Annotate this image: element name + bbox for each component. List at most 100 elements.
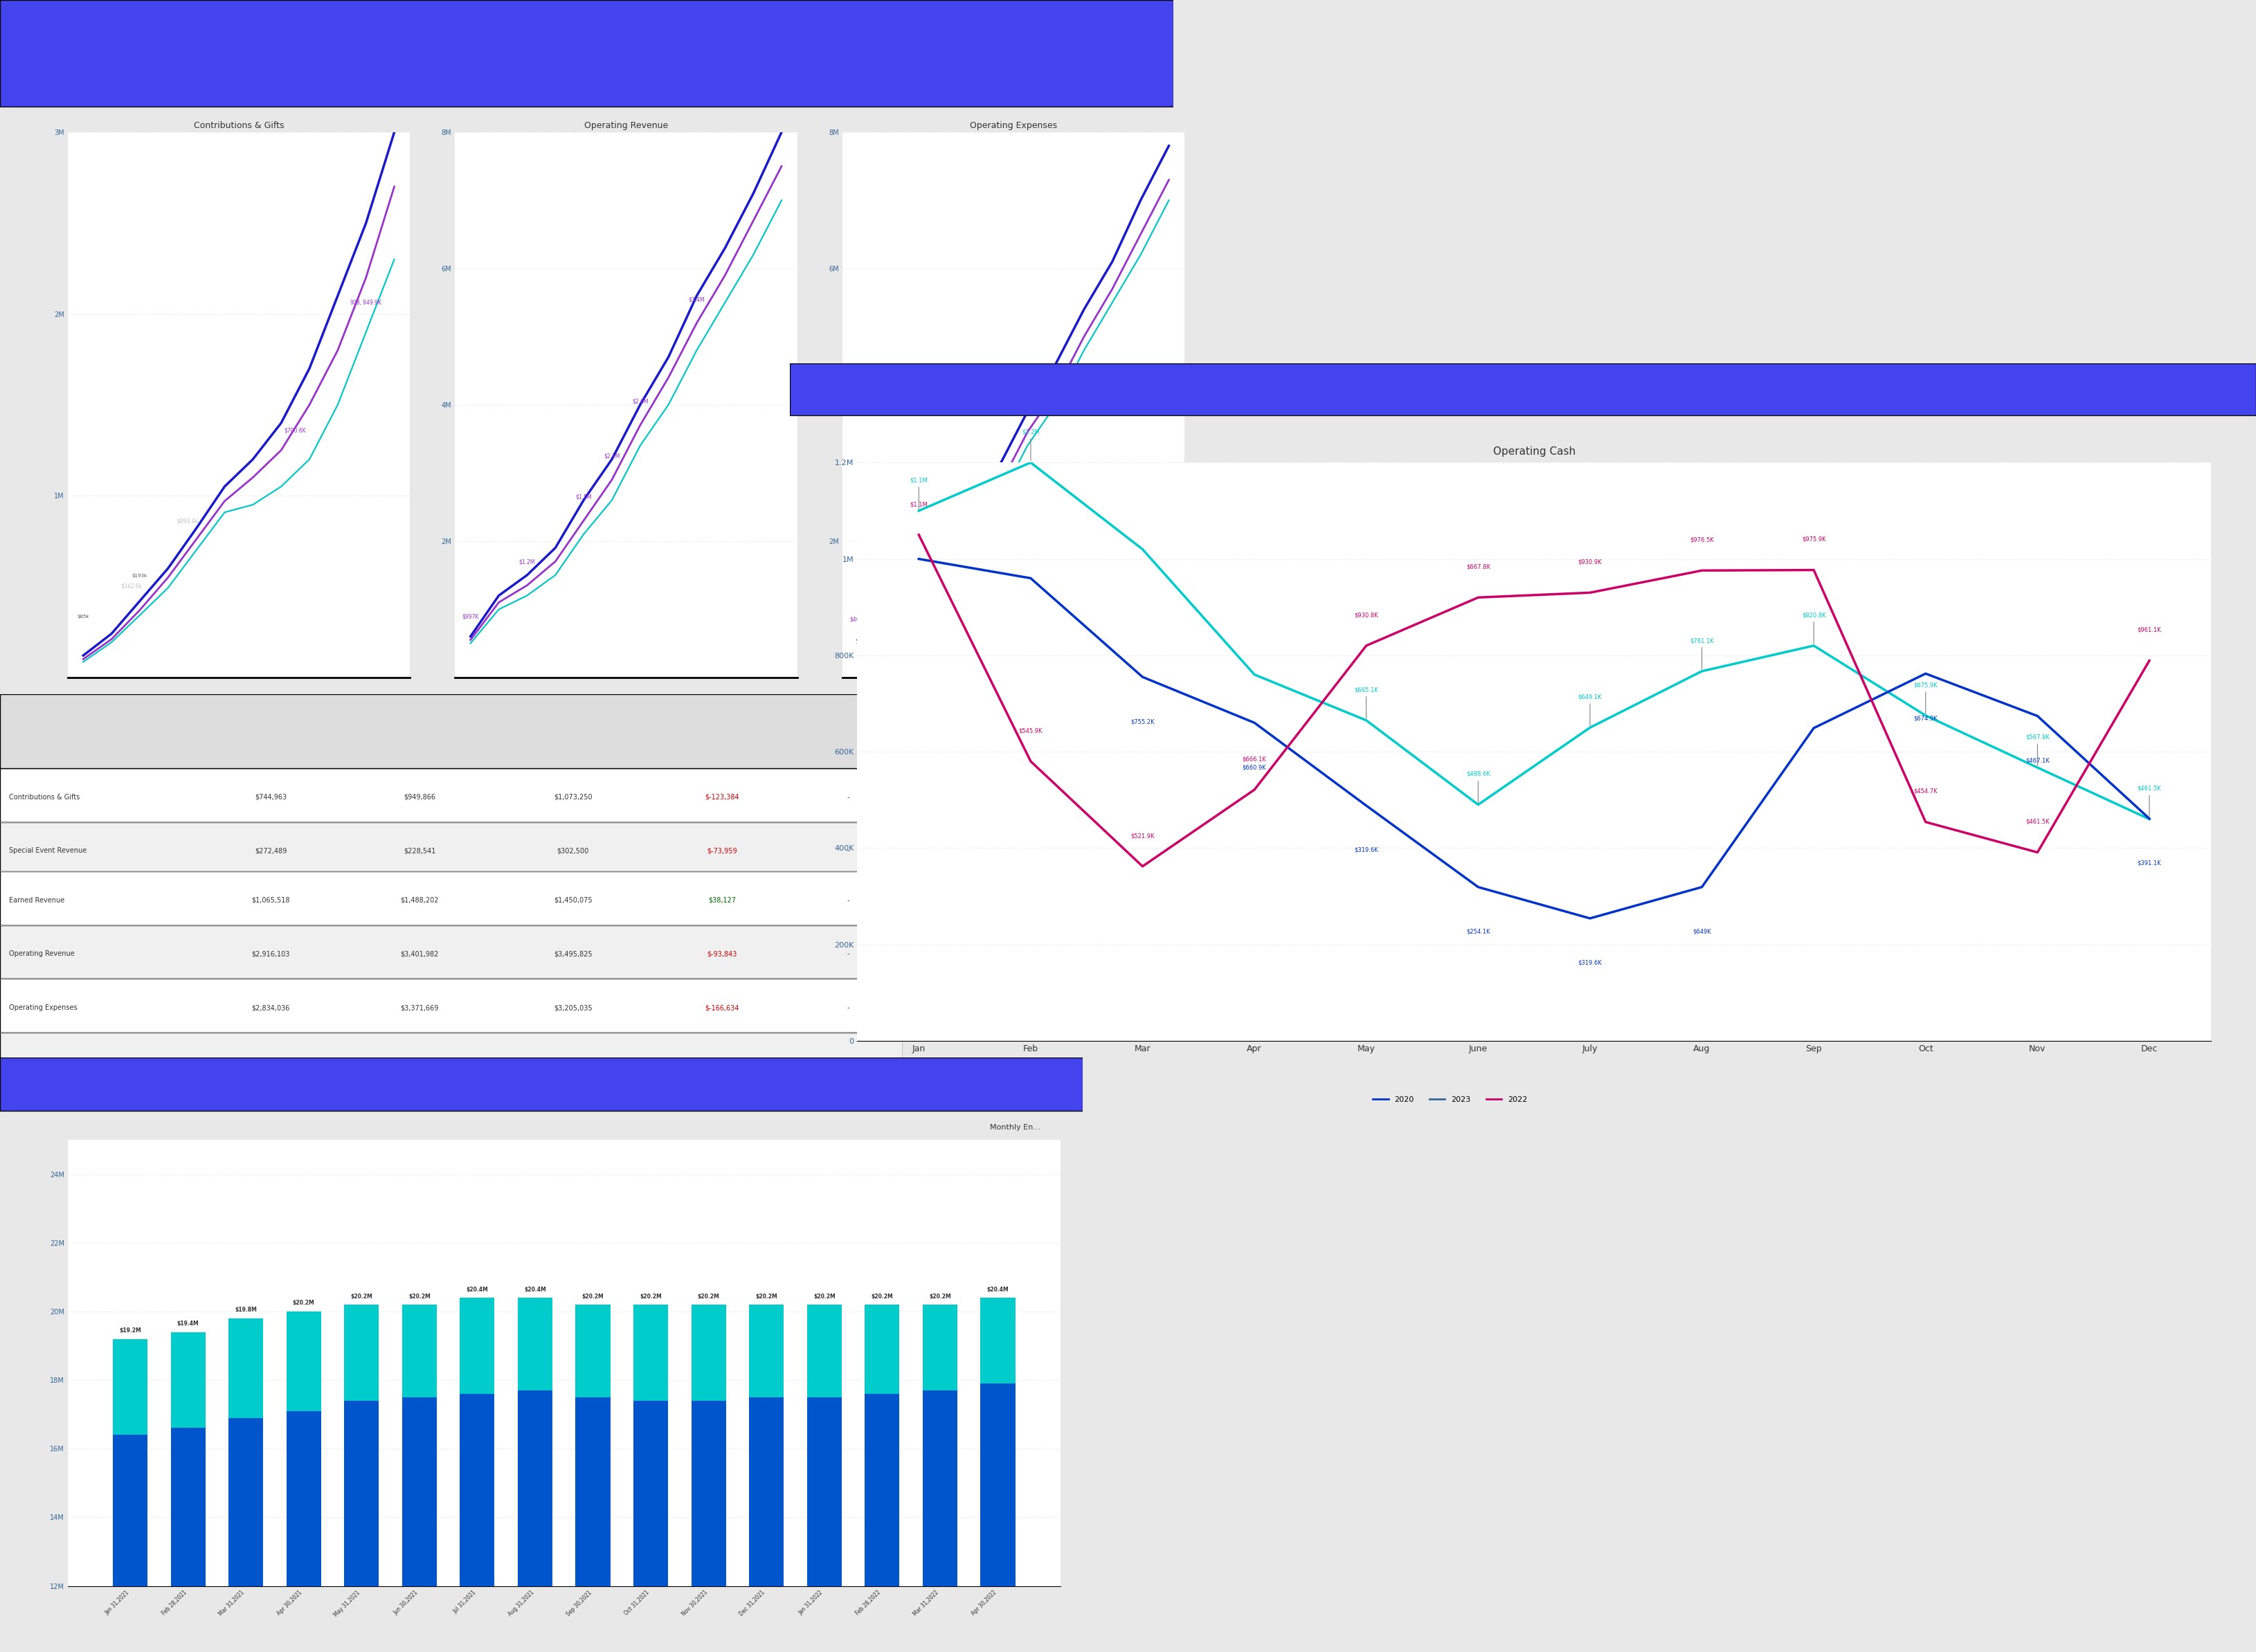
Budget [458, 626, 485, 646]
2019 [571, 524, 598, 544]
Line: 2019: 2019 [83, 259, 395, 662]
Budget [239, 449, 266, 469]
Line: Budget: Budget [857, 145, 1169, 639]
2020 [2136, 809, 2164, 829]
2023 [1913, 664, 1940, 684]
Text: $20.4M: $20.4M [986, 1287, 1008, 1292]
2023 [1464, 877, 1491, 897]
FancyBboxPatch shape [0, 925, 902, 978]
Text: Sep: Sep [690, 720, 702, 727]
2020 [1241, 664, 1268, 684]
2020 [905, 501, 932, 520]
2021 [929, 572, 957, 591]
Budget [70, 646, 97, 666]
Legend: 2020, 2023, 2022: 2020, 2023, 2022 [1369, 1094, 1530, 1107]
2022 [1099, 279, 1126, 299]
Text: $30,313: $30,313 [406, 1057, 433, 1066]
Text: Contributions & Gifts: Contributions & Gifts [9, 793, 79, 801]
Budget [183, 519, 210, 539]
2019 [598, 491, 625, 510]
2021 [1128, 244, 1155, 264]
Text: $1,065,518: $1,065,518 [250, 897, 291, 904]
Budget [1013, 401, 1040, 421]
Bar [287, 1411, 320, 1652]
Budget [957, 497, 984, 517]
2019 [1013, 436, 1040, 456]
Bar [808, 1305, 841, 1398]
Line: 2021: 2021 [857, 200, 1169, 646]
Text: $20.4M: $20.4M [523, 1287, 546, 1292]
Text: $2,834,036: $2,834,036 [253, 1004, 289, 1011]
2022 [2136, 651, 2164, 671]
Text: $82,067: $82,067 [257, 1057, 284, 1066]
Text: Aug: Aug [275, 748, 287, 755]
Text: $755.2K: $755.2K [1130, 719, 1155, 725]
Line: 2019: 2019 [857, 200, 1169, 646]
2021 [1013, 436, 1040, 456]
2023 [1241, 714, 1268, 733]
Text: 2021
YTD: 2021 YTD [262, 735, 280, 752]
2020 [1913, 705, 1940, 725]
2021 [844, 636, 871, 656]
Text: $667.8K: $667.8K [1466, 563, 1491, 570]
Bar [171, 1332, 205, 1427]
Budget [711, 238, 738, 258]
FancyBboxPatch shape [0, 821, 902, 876]
Bar [113, 1338, 147, 1436]
Text: $649.1K: $649.1K [1577, 694, 1602, 725]
2022 [929, 558, 957, 578]
2021 [70, 653, 97, 672]
Title: Contributions & Gifts: Contributions & Gifts [194, 121, 284, 131]
FancyBboxPatch shape [790, 363, 2256, 415]
Bar [228, 1417, 264, 1652]
Text: Oct: Oct [332, 748, 343, 755]
2022 [1128, 856, 1155, 876]
Text: June: June [605, 748, 618, 755]
Text: $228,541: $228,541 [404, 847, 435, 854]
2022 [684, 314, 711, 334]
Text: Apr: Apr [550, 748, 562, 755]
2022 [1687, 560, 1715, 580]
Budget [212, 477, 239, 497]
Budget [740, 183, 767, 203]
Text: -: - [846, 847, 851, 854]
2022 [381, 177, 408, 197]
Line: 2019: 2019 [472, 200, 781, 643]
Text: $545.9K: $545.9K [1020, 727, 1042, 733]
Text: Dec: Dec [776, 748, 787, 755]
2022 [1013, 423, 1040, 443]
Text: $20.2M: $20.2M [641, 1294, 661, 1300]
Text: Financial Dashboard: Financial Dashboard [23, 58, 201, 71]
Bar [517, 1391, 553, 1652]
2019 [325, 395, 352, 415]
Text: $461.5K: $461.5K [2026, 819, 2048, 824]
Text: $908,$949.9K: $908,$949.9K [350, 299, 384, 307]
Bar [981, 1383, 1015, 1652]
2022 [873, 603, 900, 623]
2021 [598, 491, 625, 510]
Text: $272,489: $272,489 [255, 847, 287, 854]
2023 [2136, 809, 2164, 829]
Budget [514, 565, 541, 585]
2022 [296, 395, 323, 415]
2021 [183, 540, 210, 560]
2022 [541, 552, 569, 572]
2019 [212, 502, 239, 522]
2021 [986, 491, 1013, 510]
2022 [2024, 843, 2051, 862]
Text: $567.8K: $567.8K [2026, 733, 2048, 765]
Text: $976.5K: $976.5K [1690, 537, 1715, 544]
2022 [1913, 813, 1940, 833]
2022 [598, 469, 625, 489]
Text: Apr: Apr [162, 748, 174, 755]
Text: Operating Revenue: Operating Revenue [9, 950, 74, 958]
Text: Dec: Dec [388, 748, 399, 755]
Text: $761.1K: $761.1K [1690, 638, 1715, 669]
Budget [598, 449, 625, 469]
Text: $674.9K: $674.9K [1913, 715, 1938, 722]
2022 [654, 368, 681, 388]
2021 [571, 524, 598, 544]
2022 [70, 649, 97, 669]
Text: $462k: $462k [851, 616, 866, 623]
Budget [844, 629, 871, 649]
